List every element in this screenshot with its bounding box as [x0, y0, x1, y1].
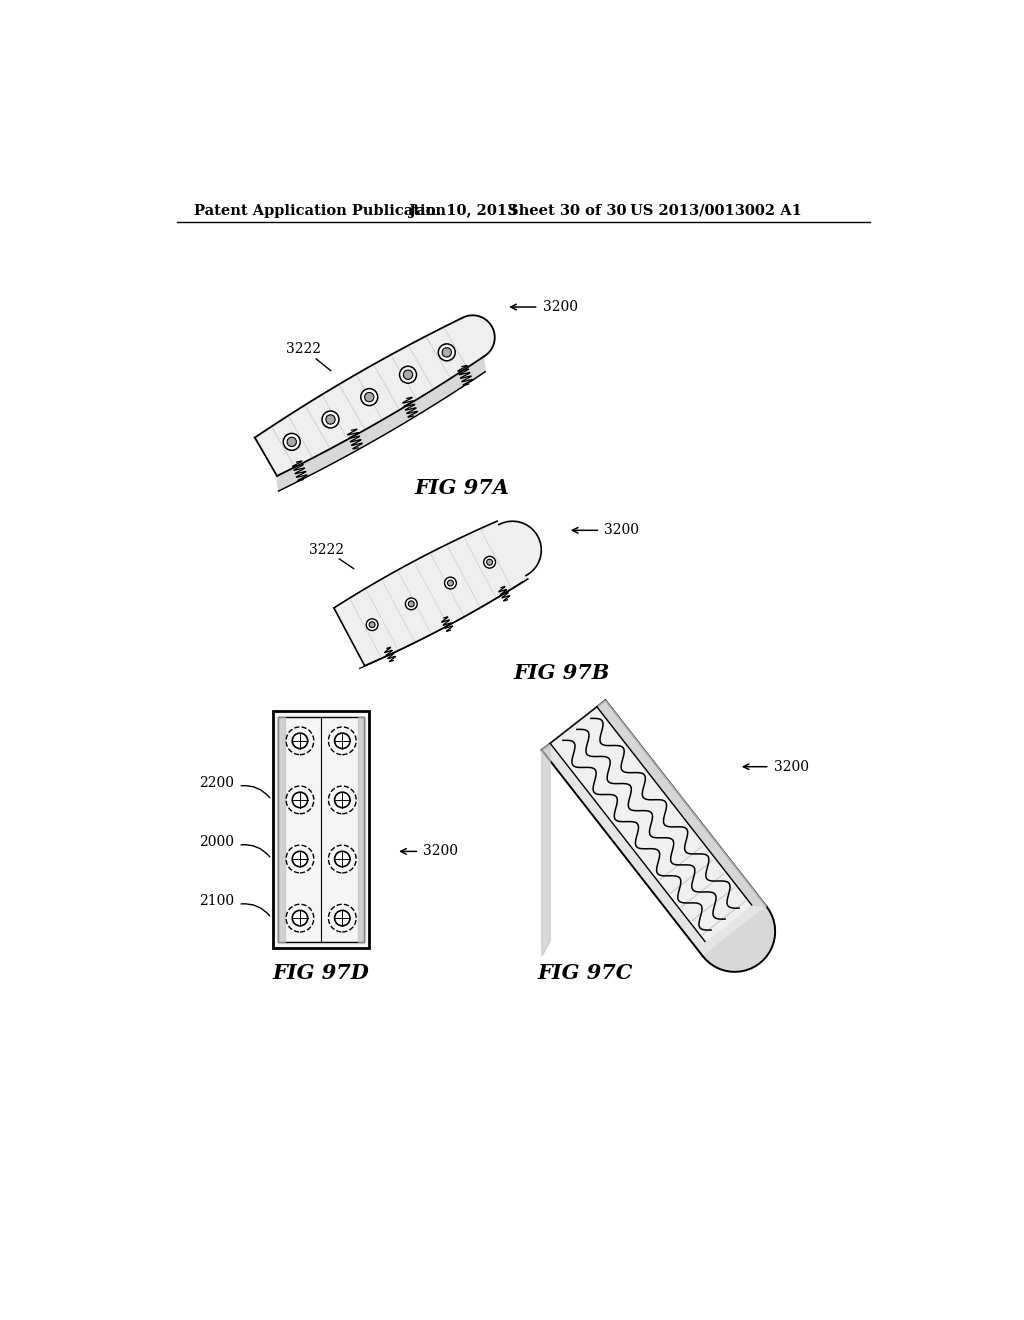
Circle shape	[335, 792, 350, 808]
Polygon shape	[499, 521, 542, 576]
Polygon shape	[702, 907, 775, 972]
Polygon shape	[542, 701, 767, 956]
Text: Jan. 10, 2013: Jan. 10, 2013	[410, 203, 517, 218]
Circle shape	[447, 579, 454, 586]
Circle shape	[360, 388, 378, 405]
Polygon shape	[462, 315, 495, 356]
Text: 2100: 2100	[200, 894, 234, 908]
Circle shape	[335, 911, 350, 925]
Circle shape	[292, 911, 307, 925]
Circle shape	[486, 560, 493, 565]
Polygon shape	[334, 521, 527, 665]
Circle shape	[292, 851, 307, 867]
Circle shape	[442, 347, 452, 356]
Bar	[279, 717, 364, 942]
Circle shape	[438, 345, 456, 360]
Text: 3200: 3200	[543, 300, 578, 314]
Circle shape	[367, 619, 378, 631]
Circle shape	[292, 792, 307, 808]
Text: FIG 97A: FIG 97A	[414, 478, 509, 498]
Text: 3222: 3222	[287, 342, 322, 356]
Polygon shape	[276, 356, 485, 491]
Text: Patent Application Publication: Patent Application Publication	[194, 203, 445, 218]
Circle shape	[370, 622, 375, 627]
Text: 3200: 3200	[423, 845, 458, 858]
Polygon shape	[359, 579, 527, 668]
Text: 3200: 3200	[604, 523, 639, 537]
Circle shape	[335, 733, 350, 748]
Text: Sheet 30 of 30: Sheet 30 of 30	[508, 203, 627, 218]
Text: 2200: 2200	[200, 776, 234, 789]
Circle shape	[292, 733, 307, 748]
Circle shape	[335, 851, 350, 867]
Circle shape	[444, 577, 457, 589]
Polygon shape	[550, 708, 752, 941]
Bar	[273, 711, 370, 948]
Circle shape	[406, 598, 417, 610]
Polygon shape	[542, 743, 550, 956]
Circle shape	[483, 556, 496, 568]
Text: FIG 97D: FIG 97D	[272, 964, 370, 983]
Circle shape	[326, 414, 335, 424]
Text: 2000: 2000	[200, 836, 234, 849]
Circle shape	[287, 437, 296, 446]
Polygon shape	[279, 717, 285, 942]
Circle shape	[409, 601, 415, 607]
Circle shape	[399, 366, 417, 383]
Text: US 2013/0013002 A1: US 2013/0013002 A1	[630, 203, 802, 218]
Text: FIG 97C: FIG 97C	[538, 964, 633, 983]
Polygon shape	[255, 318, 483, 477]
Text: 3200: 3200	[773, 760, 809, 774]
Polygon shape	[357, 717, 364, 942]
Text: 3222: 3222	[309, 543, 344, 557]
Circle shape	[284, 433, 300, 450]
Polygon shape	[597, 701, 767, 907]
Text: FIG 97B: FIG 97B	[514, 663, 610, 682]
Circle shape	[322, 411, 339, 428]
Circle shape	[403, 370, 413, 379]
Circle shape	[365, 392, 374, 401]
